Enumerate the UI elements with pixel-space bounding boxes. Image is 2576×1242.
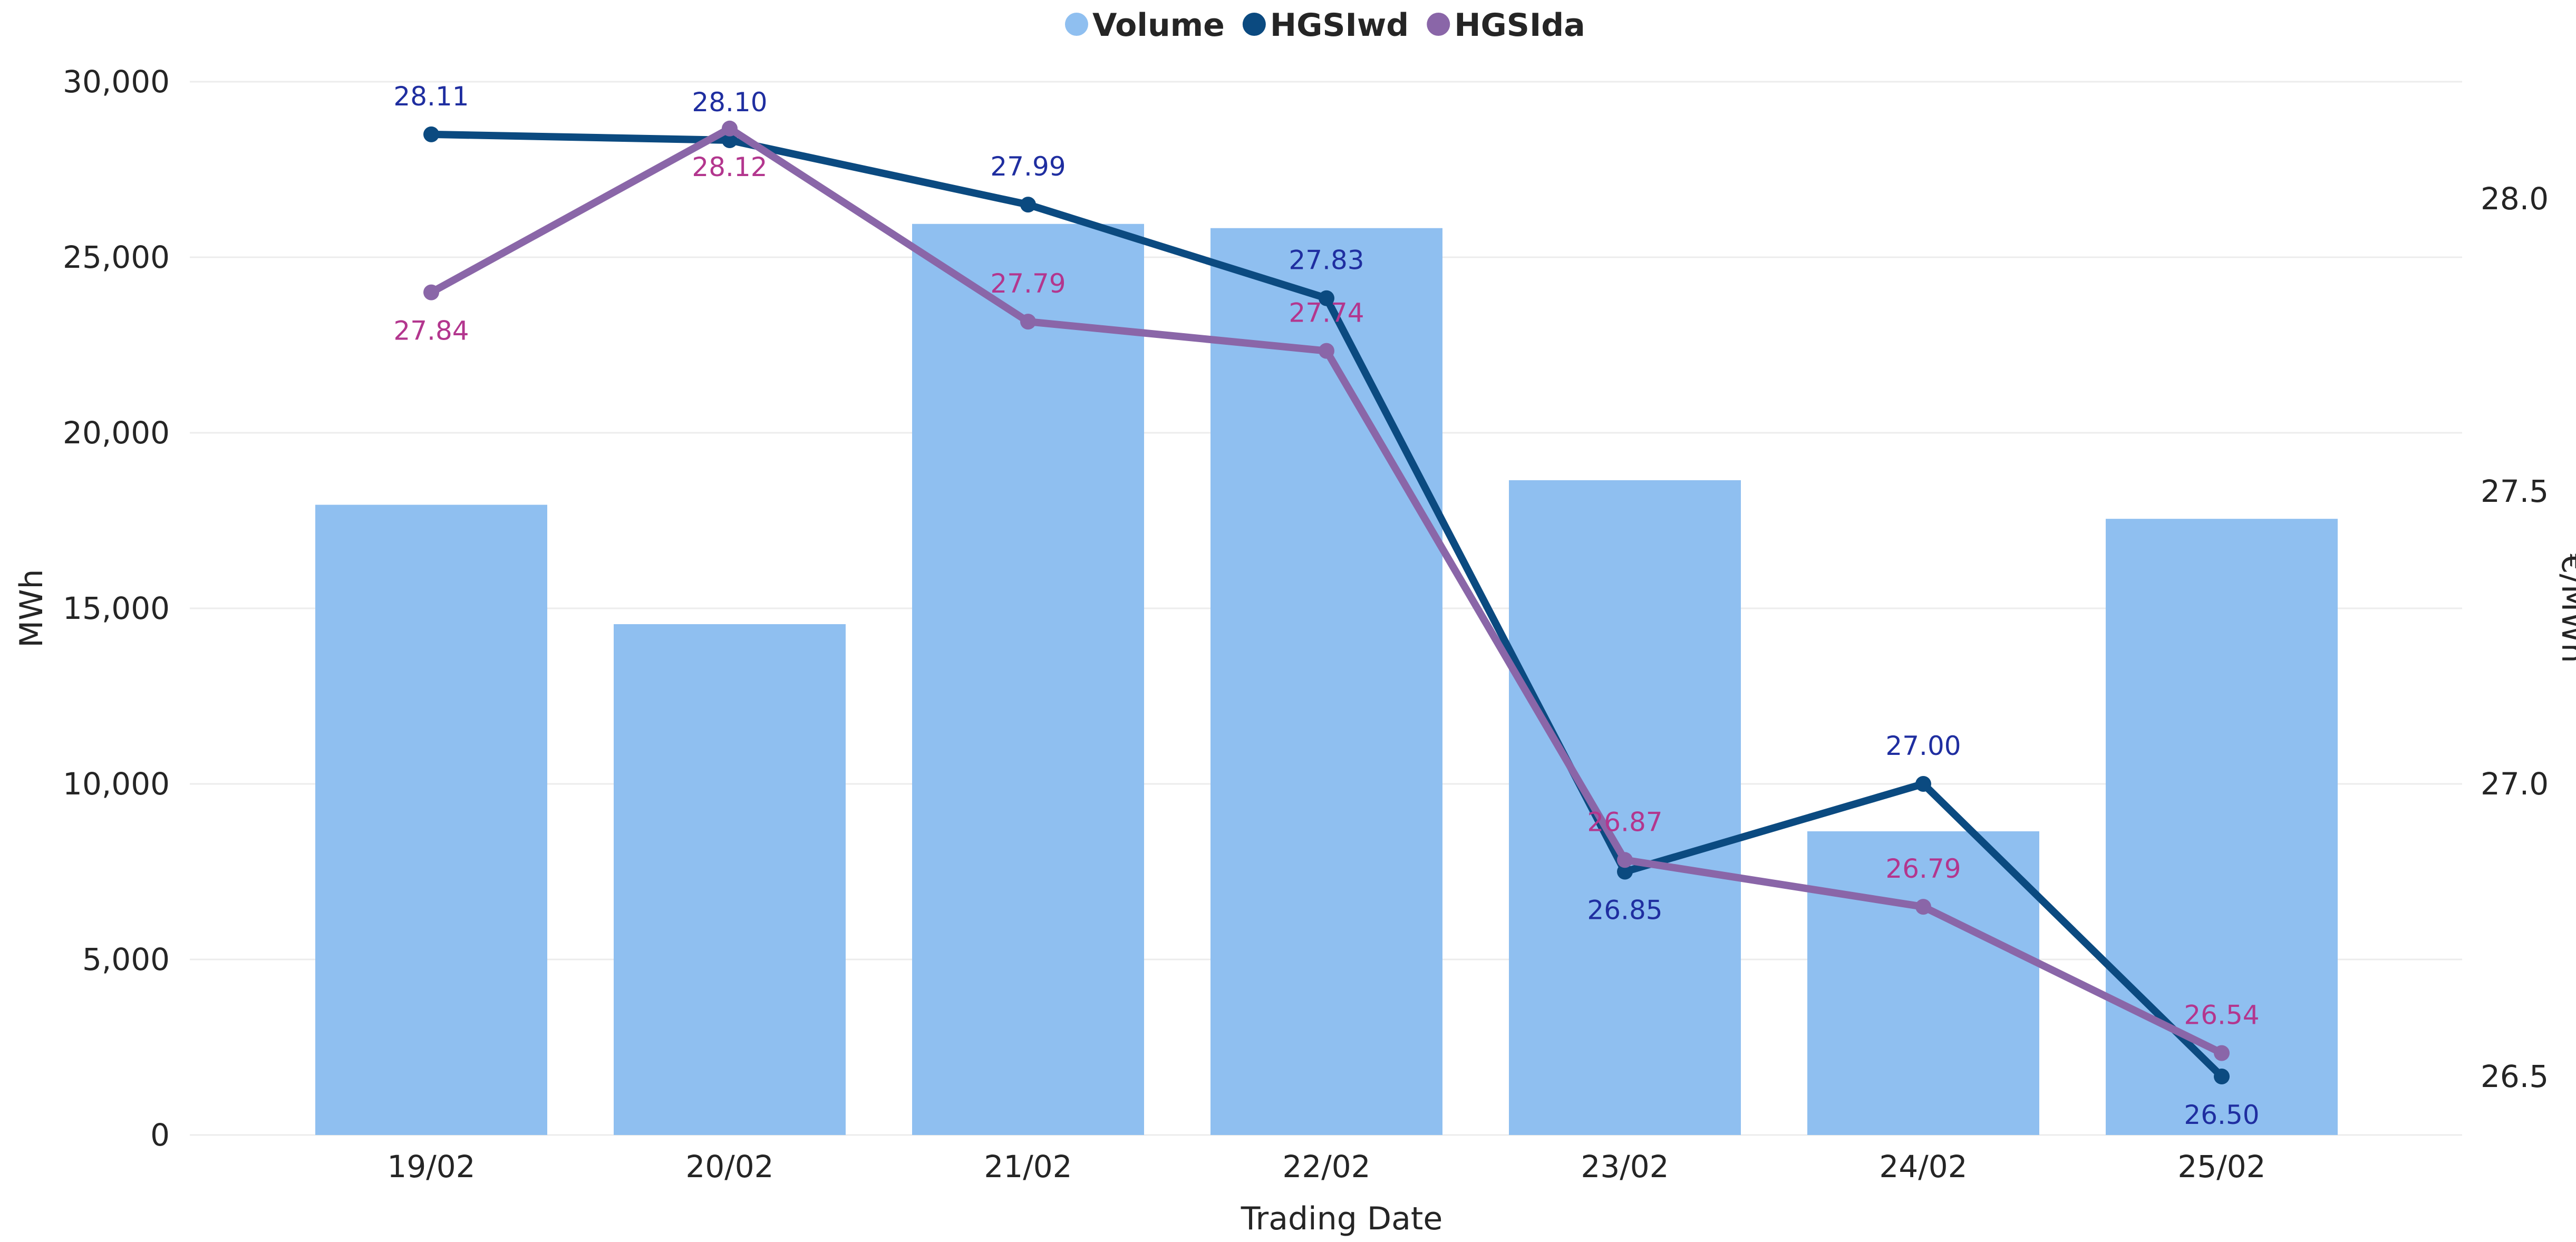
hgsida-point[interactable] [1319,343,1334,359]
axes: 0 5,000 10,000 15,000 20,000 25,000 30,000 26.5… [63,64,2549,1185]
legend-label: Volume [1092,7,1225,44]
y-axis-left-title: MWh [13,569,50,647]
hgsiwd-point[interactable] [722,132,738,148]
y-left-tick-label: 30,000 [63,64,170,100]
y-left-tick-label: 0 [150,1117,170,1153]
x-tick-label: 21/02 [984,1149,1072,1185]
hgsida-data-label: 27.79 [990,268,1066,299]
data-labels: 28.11 28.10 27.99 27.83 26.85 27.00 26.50 27.84… [393,81,2259,1130]
x-tick-label: 20/02 [685,1149,773,1185]
hgsida-point[interactable] [1915,899,1931,915]
hgsida-point[interactable] [722,120,738,137]
y-left-tick-label: 15,000 [63,590,170,626]
y-left-tick-label: 5,000 [82,942,170,977]
y-right-tick-label: 27.5 [2481,473,2549,509]
hgsida-point[interactable] [423,284,439,300]
legend-label: HGSIwd [1270,7,1409,44]
volume-bar[interactable] [1210,228,1442,1136]
hgsida-data-label: 27.74 [1289,298,1364,328]
volume-bar[interactable] [1509,480,1741,1136]
legend-marker [1242,13,1266,36]
hgsida-data-label: 26.87 [1587,807,1662,837]
hgsiwd-point[interactable] [423,126,439,142]
volume-bars [315,224,2338,1136]
y-axis-right-title: €/MWh [2554,554,2576,663]
legend[interactable]: Volume HGSIwd HGSIda [1065,7,1585,44]
hgsiwd-data-label: 27.00 [1885,731,1961,761]
hgsida-point[interactable] [1020,314,1036,330]
x-tick-label: 23/02 [1581,1149,1669,1185]
x-tick-label: 22/02 [1282,1149,1370,1185]
y-left-tick-label: 25,000 [63,239,170,275]
hgsida-data-label: 26.79 [1885,853,1961,884]
hgsiwd-data-label: 27.99 [990,151,1066,182]
hgsiwd-point[interactable] [2214,1069,2230,1084]
hgsiwd-data-label: 26.50 [2184,1100,2259,1130]
x-tick-label: 24/02 [1879,1149,1967,1185]
y-left-tick-label: 20,000 [63,415,170,451]
y-right-tick-label: 28.0 [2481,181,2549,217]
x-axis-title: Trading Date [1241,1200,1443,1237]
hgsida-data-label: 26.54 [2184,1000,2259,1031]
volume-bar[interactable] [1807,831,2039,1135]
legend-marker [1065,13,1088,36]
x-tick-label: 25/02 [2177,1149,2265,1185]
hgsiwd-data-label: 28.10 [692,87,767,118]
volume-bar[interactable] [614,624,846,1135]
hgsiwd-data-label: 28.11 [393,81,469,112]
hgsida-point[interactable] [1617,852,1633,868]
hgsiwd-point[interactable] [1319,290,1334,306]
hgsida-data-label: 27.84 [393,316,469,346]
volume-bar[interactable] [912,224,1144,1136]
hgsida-point[interactable] [2214,1045,2230,1061]
volume-bar[interactable] [2106,519,2338,1136]
hgsida-data-label: 28.12 [692,152,767,182]
y-right-tick-label: 26.5 [2481,1059,2549,1094]
y-left-tick-label: 10,000 [63,766,170,802]
legend-label: HGSIda [1454,7,1585,44]
price-lines [423,120,2230,1084]
x-tick-label: 19/02 [387,1149,475,1185]
hgsiwd-point[interactable] [1915,776,1931,792]
hgsiwd-point[interactable] [1617,863,1633,880]
volume-bar[interactable] [315,504,547,1135]
hgsiwd-data-label: 27.83 [1289,245,1364,276]
hgsiwd-point[interactable] [1020,197,1036,213]
y-right-tick-label: 27.0 [2481,766,2549,802]
legend-marker [1427,13,1450,36]
hgsiwd-data-label: 26.85 [1587,895,1662,926]
